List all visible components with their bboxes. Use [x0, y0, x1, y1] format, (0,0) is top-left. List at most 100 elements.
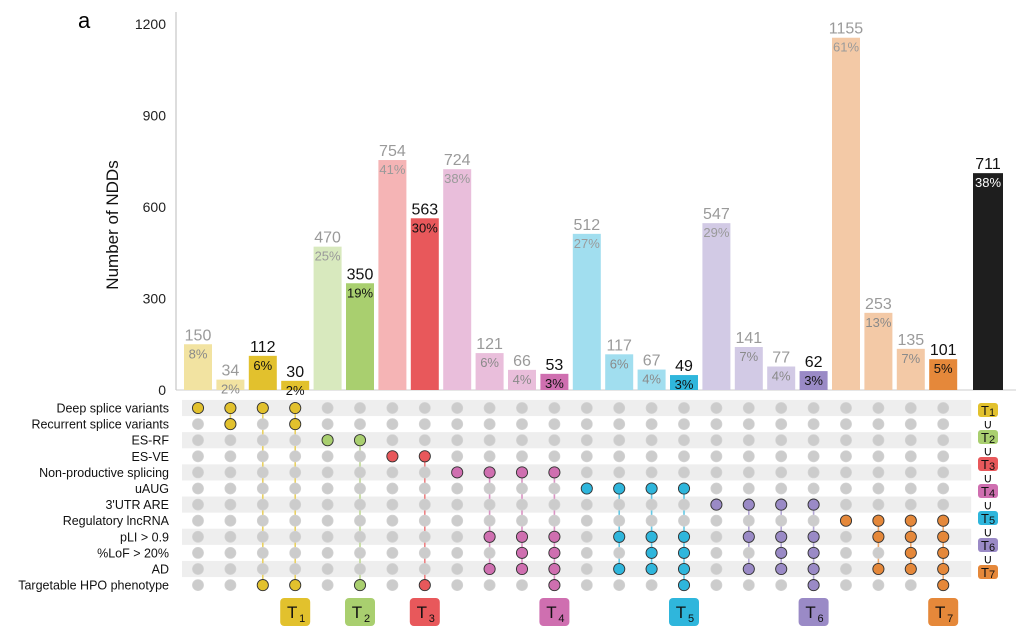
matrix-dot	[516, 450, 528, 463]
matrix-dot	[678, 434, 690, 447]
matrix-dot-active	[775, 562, 788, 576]
matrix-dot	[483, 498, 496, 511]
legend-tier-letter: T	[981, 430, 989, 445]
tier-badge-number: 1	[299, 613, 305, 625]
bar-value-label: 49	[675, 358, 693, 375]
row-label: Deep splice variants	[56, 402, 169, 416]
matrix-dot	[580, 547, 593, 559]
matrix-dot	[807, 418, 820, 430]
matrix-dot	[418, 498, 431, 511]
matrix-dot	[516, 498, 528, 511]
matrix-dot	[386, 418, 399, 430]
matrix-dot	[321, 514, 334, 527]
matrix-dot	[321, 482, 334, 495]
matrix-dot-active	[775, 546, 788, 559]
matrix-dot	[192, 547, 204, 559]
matrix-dot	[451, 450, 464, 463]
bar-value-label: 117	[606, 337, 632, 354]
row-label: Targetable HPO phenotype	[18, 579, 169, 593]
matrix-dot	[321, 579, 334, 591]
matrix-dot	[613, 579, 626, 591]
matrix-dot-active	[224, 401, 237, 415]
matrix-dot	[580, 402, 593, 414]
matrix-dot	[386, 579, 399, 591]
matrix-dot-active	[807, 530, 820, 543]
matrix-dot	[192, 434, 204, 447]
matrix-dot	[451, 402, 464, 414]
bar-percent-label: 29%	[703, 225, 729, 240]
matrix-dot-active	[937, 530, 950, 543]
matrix-dot	[256, 514, 269, 527]
row-label: AD	[152, 563, 169, 577]
matrix-dot	[710, 514, 723, 527]
matrix-dot	[289, 530, 302, 543]
bar	[572, 233, 601, 390]
matrix-dot-active	[353, 579, 367, 592]
matrix-dot	[710, 482, 723, 495]
matrix-dot	[451, 434, 464, 447]
row-label: Recurrent splice variants	[31, 418, 169, 432]
bar-value-label: 66	[513, 353, 531, 370]
matrix-dot	[256, 482, 269, 495]
matrix-dot	[386, 498, 399, 511]
bar-value-label: 724	[444, 152, 471, 169]
matrix-dot-active	[256, 579, 269, 592]
matrix-dot	[354, 482, 366, 495]
matrix-dot	[321, 563, 334, 575]
matrix-dot	[742, 402, 755, 414]
bar-percent-label: 13%	[865, 315, 891, 330]
bar-value-label: 62	[805, 354, 823, 371]
tier-badge-letter: T	[935, 603, 945, 622]
bar-percent-label: 2%	[221, 382, 240, 397]
matrix-dot-active	[613, 482, 626, 495]
bar	[313, 246, 342, 390]
tier-badge-number: 7	[947, 613, 953, 625]
matrix-dot-active	[483, 530, 496, 543]
matrix-dot	[354, 530, 366, 543]
matrix-dot	[645, 466, 658, 479]
matrix-row-labels: Deep splice variants Recurrent splice var…	[18, 402, 169, 593]
matrix-dot	[224, 514, 237, 527]
matrix-dot	[256, 547, 269, 559]
matrix-dot	[580, 466, 593, 479]
matrix-dot	[840, 547, 852, 559]
row-label: ES-RF	[132, 434, 170, 448]
bar	[864, 312, 893, 390]
matrix-dot	[937, 498, 950, 511]
bar-value-label: 77	[772, 350, 790, 367]
matrix-dot-active	[807, 579, 820, 592]
bar	[540, 373, 569, 390]
row-label: %LoF > 20%	[97, 546, 169, 560]
total-value-label: 711	[975, 156, 1001, 173]
matrix-dot	[483, 402, 496, 414]
bar	[410, 218, 439, 390]
matrix-dot	[516, 418, 528, 430]
bar-percent-label: 27%	[574, 236, 600, 251]
matrix-dot	[872, 402, 885, 414]
matrix-dot	[548, 514, 561, 527]
matrix-dot-active	[904, 562, 917, 576]
matrix-dot	[386, 434, 399, 447]
bar-value-label: 547	[703, 206, 730, 223]
legend-union-symbol: ∪	[983, 498, 993, 513]
matrix-dot	[192, 498, 204, 511]
matrix-dot	[483, 547, 496, 559]
bar-value-label: 135	[897, 332, 924, 349]
legend-tier-number: 2	[989, 434, 995, 446]
matrix-dot	[580, 434, 593, 447]
y-tick-label: 600	[143, 199, 167, 215]
bar-percent-label: 6%	[253, 358, 272, 373]
bar-percent-label: 4%	[772, 369, 791, 384]
matrix-dot-active	[872, 514, 885, 527]
matrix-dot	[256, 498, 269, 511]
matrix-dot	[613, 418, 626, 430]
matrix-dot-active	[904, 514, 917, 527]
matrix-dot	[807, 402, 820, 414]
matrix-dot	[192, 563, 204, 575]
matrix-dot	[386, 402, 399, 414]
matrix-dot-active	[937, 514, 950, 527]
matrix-dot	[645, 418, 658, 430]
matrix-dot	[224, 498, 237, 511]
bar-percent-label: 7%	[739, 349, 758, 364]
